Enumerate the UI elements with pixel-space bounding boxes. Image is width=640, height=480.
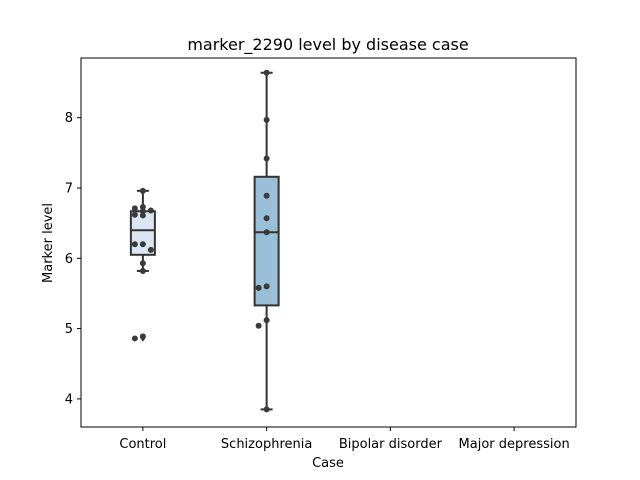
data-point-control-5	[131, 211, 138, 218]
y-axis-label: Marker level	[41, 203, 56, 283]
chart-title: marker_2290 level by disease case	[187, 35, 468, 55]
data-point-schizophrenia-8	[263, 317, 270, 324]
y-axis: 4 5 6 7 8	[65, 111, 81, 407]
data-point-control-3	[147, 207, 154, 214]
x-tick-label-bipolar-disorder: Bipolar disorder	[339, 437, 443, 452]
data-point-control-13	[131, 335, 138, 342]
data-point-schizophrenia-3	[263, 192, 270, 199]
data-point-schizophrenia-2	[263, 155, 270, 162]
data-point-control-10	[139, 260, 146, 267]
y-tick-label-7: 7	[65, 182, 73, 197]
data-point-control-6	[139, 212, 146, 219]
data-point-control-7	[139, 241, 146, 248]
data-point-schizophrenia-9	[255, 322, 262, 329]
data-point-control-12	[139, 333, 146, 340]
x-tick-label-major-depression: Major depression	[459, 437, 570, 452]
data-point-control-0	[139, 187, 146, 194]
data-point-control-4	[139, 208, 146, 215]
data-point-control-8	[131, 241, 138, 248]
x-tick-label-control: Control	[119, 437, 166, 452]
plot-area	[129, 69, 280, 413]
data-point-control-2	[131, 205, 138, 212]
x-axis-label: Case	[312, 456, 344, 471]
y-tick-label-8: 8	[65, 111, 73, 126]
x-axis: Control Schizophrenia Bipolar disorder Majo…	[119, 427, 570, 452]
data-point-control-1	[139, 204, 146, 211]
y-tick-label-5: 5	[65, 322, 73, 337]
data-point-schizophrenia-1	[263, 116, 270, 123]
y-tick-label-6: 6	[65, 252, 73, 267]
data-point-schizophrenia-6	[263, 283, 270, 290]
data-point-schizophrenia-10	[263, 406, 270, 413]
x-tick-label-schizophrenia: Schizophrenia	[221, 437, 312, 452]
data-point-control-11	[139, 267, 146, 274]
data-point-control-9	[147, 246, 154, 253]
plot-frame	[80, 57, 577, 428]
data-point-schizophrenia-7	[255, 284, 262, 291]
y-tick-label-4: 4	[65, 392, 73, 407]
data-point-schizophrenia-5	[263, 229, 270, 236]
data-point-schizophrenia-0	[263, 69, 270, 76]
data-point-schizophrenia-4	[263, 215, 270, 222]
